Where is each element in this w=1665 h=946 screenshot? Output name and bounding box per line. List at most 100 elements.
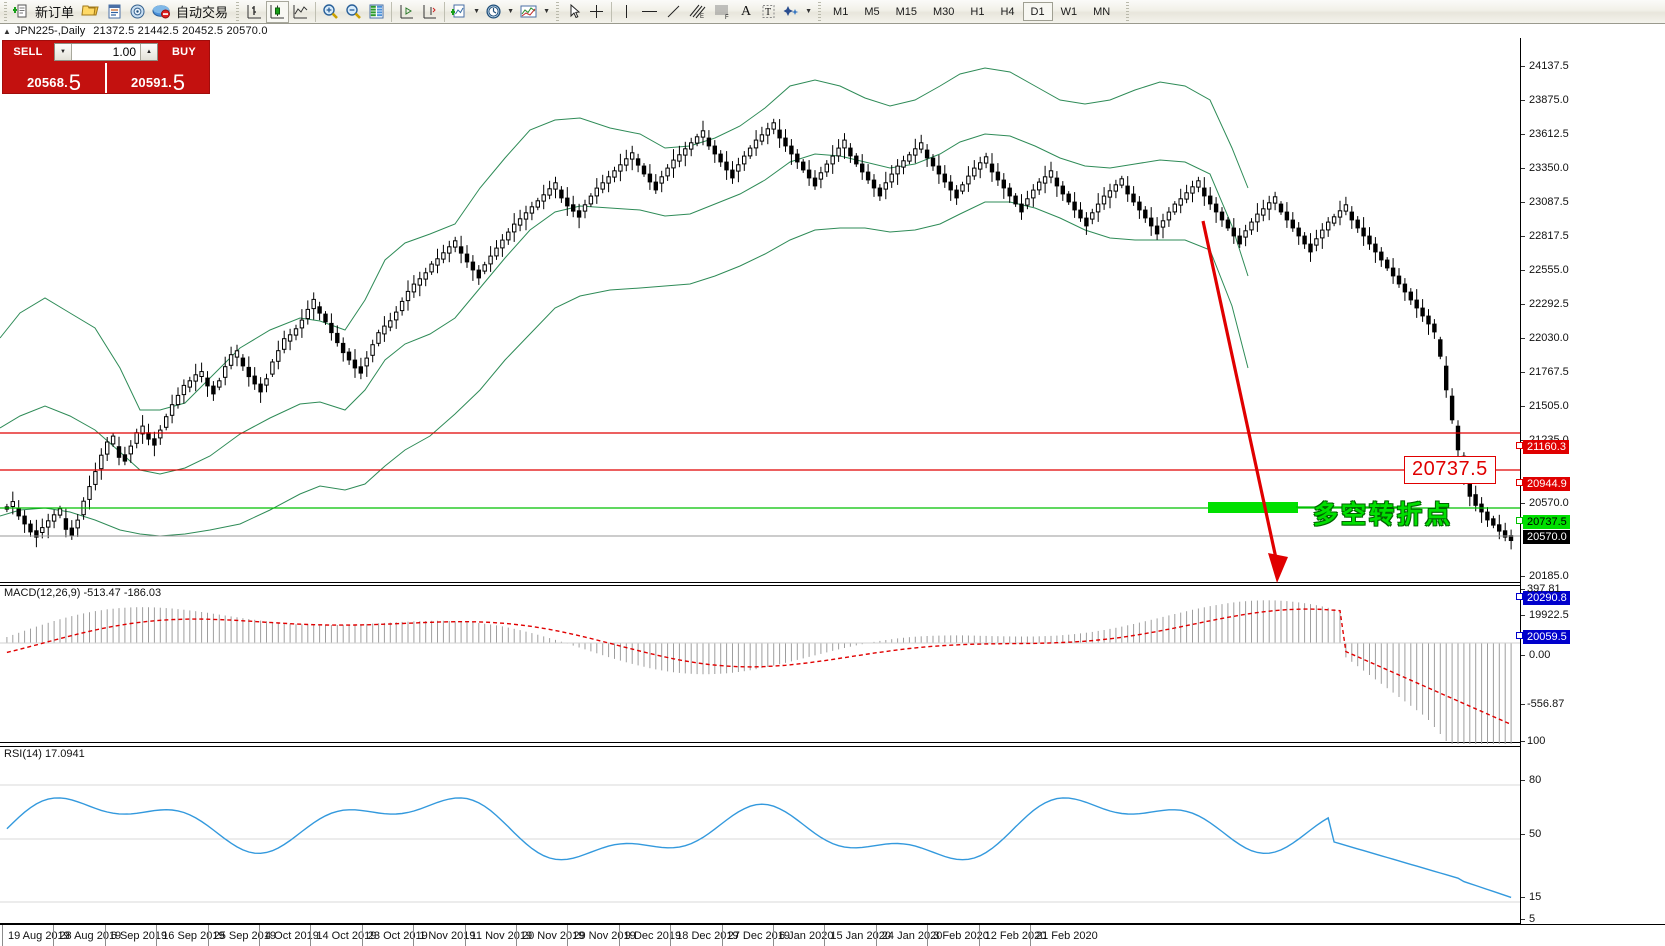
time-tick <box>978 925 980 946</box>
macd-histogram <box>6 600 1512 744</box>
collapse-triangle-icon[interactable]: ▲ <box>3 26 11 36</box>
time-axis-label: 27 Dec 2019 <box>727 930 790 942</box>
toolbar-grip-5[interactable] <box>1124 1 1132 22</box>
cursor-button[interactable] <box>563 1 585 23</box>
chart-shift-button[interactable] <box>395 1 418 23</box>
period-dropdown-arrow[interactable]: ▼ <box>507 8 514 15</box>
time-tick <box>156 925 158 946</box>
timeframe-m30[interactable]: M30 <box>933 5 955 18</box>
time-axis-label: 20 Nov 2019 <box>522 930 585 942</box>
axis-label-20737[interactable]: 20737.5 <box>1523 515 1570 529</box>
toolbar-grip-2[interactable] <box>234 1 242 22</box>
axis-label-20290[interactable]: 20290.8 <box>1523 591 1570 605</box>
indicators-dropdown-arrow[interactable]: ▼ <box>473 8 480 15</box>
axis-label-20059[interactable]: 20059.5 <box>1523 630 1570 644</box>
navigator-button[interactable] <box>126 1 149 23</box>
vertical-line-button[interactable] <box>615 1 637 23</box>
buy-button[interactable]: BUY <box>171 46 197 58</box>
timeframe-m5[interactable]: M5 <box>864 5 880 18</box>
zoom-in-button[interactable] <box>319 1 342 23</box>
support-handle-1[interactable] <box>1516 593 1523 600</box>
zoom-in-icon <box>323 4 338 19</box>
indicators-button[interactable] <box>448 1 471 23</box>
folder-icon <box>81 5 99 16</box>
resistance-handle-1[interactable] <box>1516 442 1523 449</box>
templates-button[interactable] <box>516 1 541 23</box>
sell-button[interactable]: SELL <box>13 46 43 58</box>
timeframe-h1[interactable]: H1 <box>970 5 985 18</box>
zoom-out-button[interactable] <box>342 1 365 23</box>
chinese-annotation[interactable]: 多空转折点 <box>1313 501 1454 529</box>
macd-canvas <box>0 600 1520 744</box>
time-axis[interactable]: 19 Aug 2019 28 Aug 2019 6 Sep 2019 16 Sep 2… <box>0 924 1665 946</box>
toolbar-grip-3[interactable] <box>554 1 562 22</box>
axis-tick-0: 24137.5 <box>1521 60 1569 72</box>
timeframe-d1[interactable]: D1 <box>1022 2 1053 21</box>
buy-price[interactable]: 20591 . 5 <box>105 63 209 94</box>
time-axis-label: 6 Jan 2020 <box>779 930 834 942</box>
volume-decrease-button[interactable]: ▼ <box>55 44 72 60</box>
toolbar-grip-4[interactable] <box>816 1 824 22</box>
templates-dropdown-arrow[interactable]: ▼ <box>543 8 550 15</box>
crosshair-button[interactable] <box>585 1 608 23</box>
time-tick <box>310 925 312 946</box>
timeframe-h4[interactable]: H4 <box>1000 5 1015 18</box>
candlestick-chart-button[interactable] <box>266 0 290 23</box>
shapes-button[interactable] <box>780 1 803 23</box>
bar-chart-icon <box>247 5 262 19</box>
sell-price[interactable]: 20568 . 5 <box>3 63 105 94</box>
volume-input[interactable]: 1.00 <box>112 45 136 59</box>
autotrading-label[interactable]: 自动交易 <box>176 5 229 20</box>
price-axis[interactable]: 24137.5 23875.0 23612.5 23350.0 23087.5 … <box>1516 38 1665 925</box>
tile-windows-button[interactable] <box>365 1 388 23</box>
auto-scroll-button[interactable] <box>418 1 441 23</box>
toolbar-grip[interactable] <box>2 1 9 22</box>
fibonacci-icon: F <box>715 5 729 20</box>
pivot-highlight-band <box>1208 502 1298 513</box>
time-tick <box>875 925 877 946</box>
new-order-button[interactable] <box>11 1 33 23</box>
price-annotation-box[interactable]: 20737.5 <box>1404 456 1496 484</box>
toolbar-separator-4 <box>611 1 613 22</box>
axis-label-20944[interactable]: 20944.9 <box>1523 477 1570 491</box>
timeframe-m15[interactable]: M15 <box>895 5 917 18</box>
equidistant-channel-button[interactable]: E <box>685 1 710 23</box>
macd-pane[interactable]: MACD(12,26,9) -513.47 -186.03 <box>0 585 1520 744</box>
folder-button[interactable] <box>78 1 103 23</box>
price-chart-pane[interactable] <box>0 38 1520 583</box>
timeframe-m1[interactable]: M1 <box>833 5 849 18</box>
fibonacci-button[interactable]: F <box>710 1 735 23</box>
horizontal-line-button[interactable] <box>637 1 662 23</box>
price-level-lines <box>0 432 1520 537</box>
svg-text:T: T <box>765 7 771 18</box>
chart-window: ▲ JPN225-,Daily 21372.5 21442.5 20452.5 … <box>0 24 1665 946</box>
text-button[interactable]: A <box>735 1 757 23</box>
autotrading-icon <box>152 5 171 19</box>
axis-tick-1: 23875.0 <box>1521 94 1569 106</box>
bar-chart-button[interactable] <box>243 1 266 23</box>
time-axis-label: 14 Oct 2019 <box>316 930 377 942</box>
volume-increase-button[interactable]: ▲ <box>140 44 157 60</box>
time-tick <box>361 925 363 946</box>
candlestick-chart-icon <box>270 5 285 19</box>
support-handle-2[interactable] <box>1516 632 1523 639</box>
period-button[interactable] <box>482 1 505 23</box>
toolbar-separator-1 <box>315 1 317 22</box>
autotrading-button[interactable] <box>149 1 174 23</box>
shapes-dropdown-arrow[interactable]: ▼ <box>805 8 812 15</box>
time-axis-label: 6 Sep 2019 <box>110 930 168 942</box>
pivot-handle[interactable] <box>1516 517 1523 524</box>
timeframe-mn[interactable]: MN <box>1093 5 1111 18</box>
data-window-button[interactable] <box>103 1 126 23</box>
text-label-button[interactable]: T <box>757 1 780 23</box>
trendline-button[interactable] <box>662 1 685 23</box>
line-chart-button[interactable] <box>289 1 312 23</box>
volume-stepper[interactable]: ▼ 1.00 ▲ <box>54 43 158 61</box>
axis-tick-7: 22292.5 <box>1521 298 1569 310</box>
rsi-pane[interactable]: RSI(14) 17.0941 <box>0 746 1520 924</box>
time-tick <box>567 925 569 946</box>
resistance-handle-2[interactable] <box>1516 479 1523 486</box>
axis-label-21160[interactable]: 21160.3 <box>1523 440 1569 454</box>
new-order-label[interactable]: 新订单 <box>35 5 75 20</box>
timeframe-w1[interactable]: W1 <box>1060 5 1078 18</box>
